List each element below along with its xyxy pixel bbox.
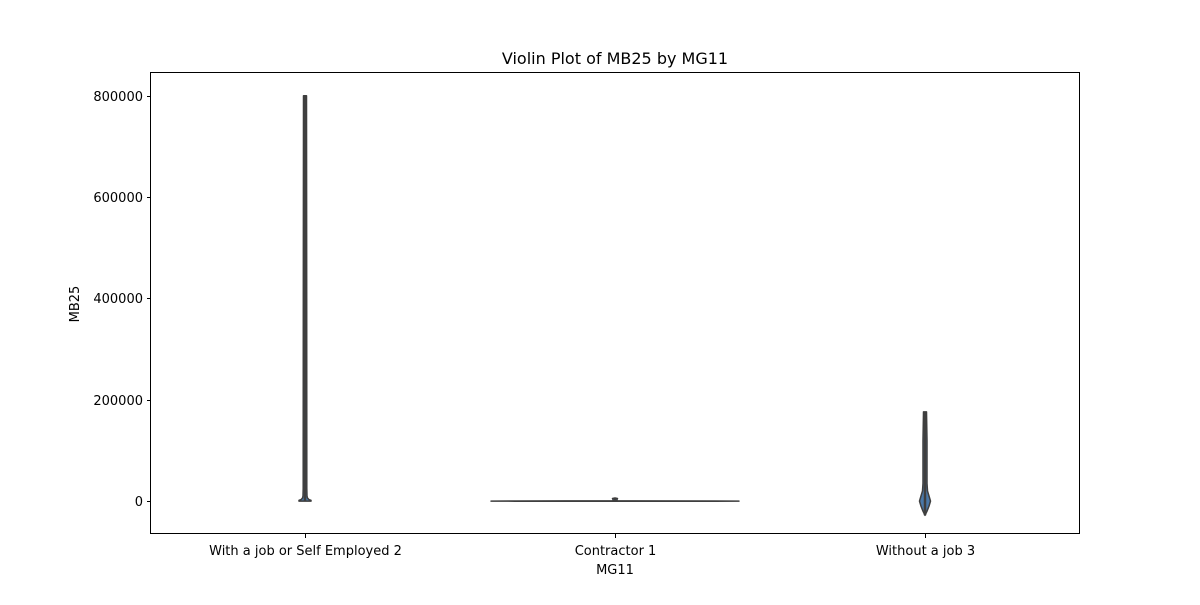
y-axis-label: MB25 [68,286,83,323]
x-tick-label: Without a job 3 [876,544,975,559]
x-tick-label: Contractor 1 [575,544,657,559]
y-tick-label: 600000 [93,191,143,206]
y-tick-label: 800000 [93,90,143,105]
y-tick-label: 200000 [93,394,143,409]
plot-frame [150,72,1080,534]
x-tick-label: With a job or Self Employed 2 [209,544,402,559]
y-tick-label: 0 [135,495,143,510]
y-tick-label: 400000 [93,292,143,307]
chart-title: Violin Plot of MB25 by MG11 [502,49,728,68]
plot-area [298,95,932,517]
x-axis-label: MG11 [596,563,634,578]
